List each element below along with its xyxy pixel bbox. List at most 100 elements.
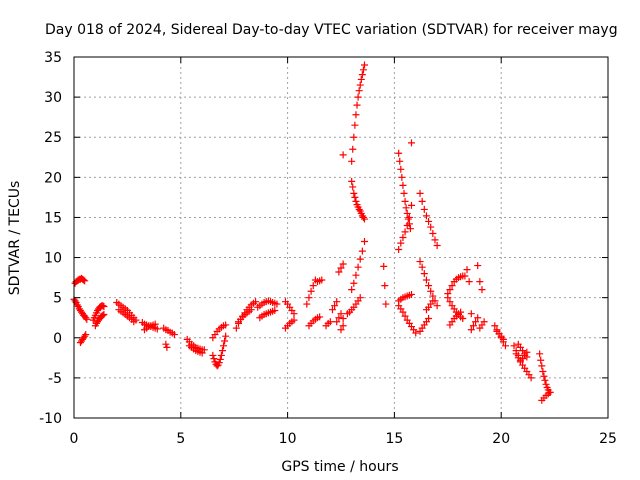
data-point [418,197,426,205]
data-point [220,342,228,350]
series-arc-k [162,340,171,351]
data-point [469,322,477,330]
data-point [474,262,482,270]
data-point [316,313,324,321]
data-point [465,278,473,286]
data-point [491,322,499,330]
data-point [307,287,315,295]
data-point [337,310,345,318]
series-arc-q [234,306,255,326]
data-point [100,311,108,319]
data-point [403,209,411,217]
data-point [395,246,403,254]
series-arc-at [444,294,467,323]
data-points [70,61,554,404]
data-point [349,145,357,153]
data-point [73,301,81,309]
data-point [222,332,230,340]
data-point [431,236,439,244]
y-tick-label: -10 [39,411,62,427]
data-point [357,75,365,83]
data-point [397,165,405,173]
series-arc-af [348,61,368,165]
data-point [335,314,343,322]
data-point [407,139,415,147]
data-point [448,282,456,290]
data-point [403,221,411,229]
data-point [542,380,550,388]
series-arc-o [209,321,230,342]
series-arc-ad [339,151,347,159]
data-point [467,326,475,334]
data-point [351,121,359,129]
data-point [407,290,415,298]
y-axis-label: SDTVAR / TECUs [7,181,23,296]
data-point [217,351,225,359]
data-point [540,372,548,380]
data-point [99,311,107,319]
series-arc-a [70,295,91,323]
data-point [198,349,206,357]
data-point [536,350,544,358]
data-point [425,282,433,290]
data-point [331,302,339,310]
data-point [416,258,424,266]
series-arc-ak [395,201,415,254]
data-point [400,189,408,197]
data-point [541,376,549,384]
data-point [162,340,170,348]
data-point [221,337,229,345]
series-arc-w [305,313,324,330]
data-point [290,316,298,324]
data-point [303,300,311,308]
data-point [350,189,358,197]
series-arc-y [322,318,334,330]
data-point [252,298,260,306]
data-point [467,310,475,318]
data-point [350,133,358,141]
data-point [348,157,356,165]
series-arc-bf [538,388,554,404]
data-point [273,300,281,308]
y-tick-label: 15 [44,210,62,226]
data-point [309,282,317,290]
series-arc-n [209,332,230,370]
data-point [360,215,368,223]
y-tick-label: 0 [53,331,62,347]
data-point [337,326,345,334]
data-point [337,264,345,272]
data-point [399,181,407,189]
data-point [215,359,223,367]
data-point [222,321,230,329]
data-point [218,347,226,355]
data-point [356,255,364,263]
data-point [401,197,409,205]
data-point [170,331,178,339]
data-point [359,66,367,74]
x-tick-label: 25 [599,431,617,447]
data-point [474,314,482,322]
series-arc-am [395,302,420,337]
data-point [427,223,435,231]
series-arc-b [71,274,89,287]
axis-ticks: 0 5 10 15 20 25 -10 -5 0 5 10 15 20 25 30 35 [39,50,617,447]
series-arc-u [281,316,298,332]
data-point [358,71,366,79]
data-point [422,212,430,220]
grid-lines [74,57,608,418]
data-point [333,318,341,326]
data-point [216,355,224,363]
data-point [80,276,88,284]
data-point [512,350,520,358]
data-point [501,342,509,350]
data-point [510,342,518,350]
series-arc-ba [493,327,507,343]
data-point [354,263,362,271]
y-tick-label: 30 [44,90,62,106]
series-arc-ai [380,262,390,308]
y-tick-label: 25 [44,130,62,146]
data-point [401,312,409,320]
series-arc-be [536,350,553,396]
plot-frame [73,56,609,419]
